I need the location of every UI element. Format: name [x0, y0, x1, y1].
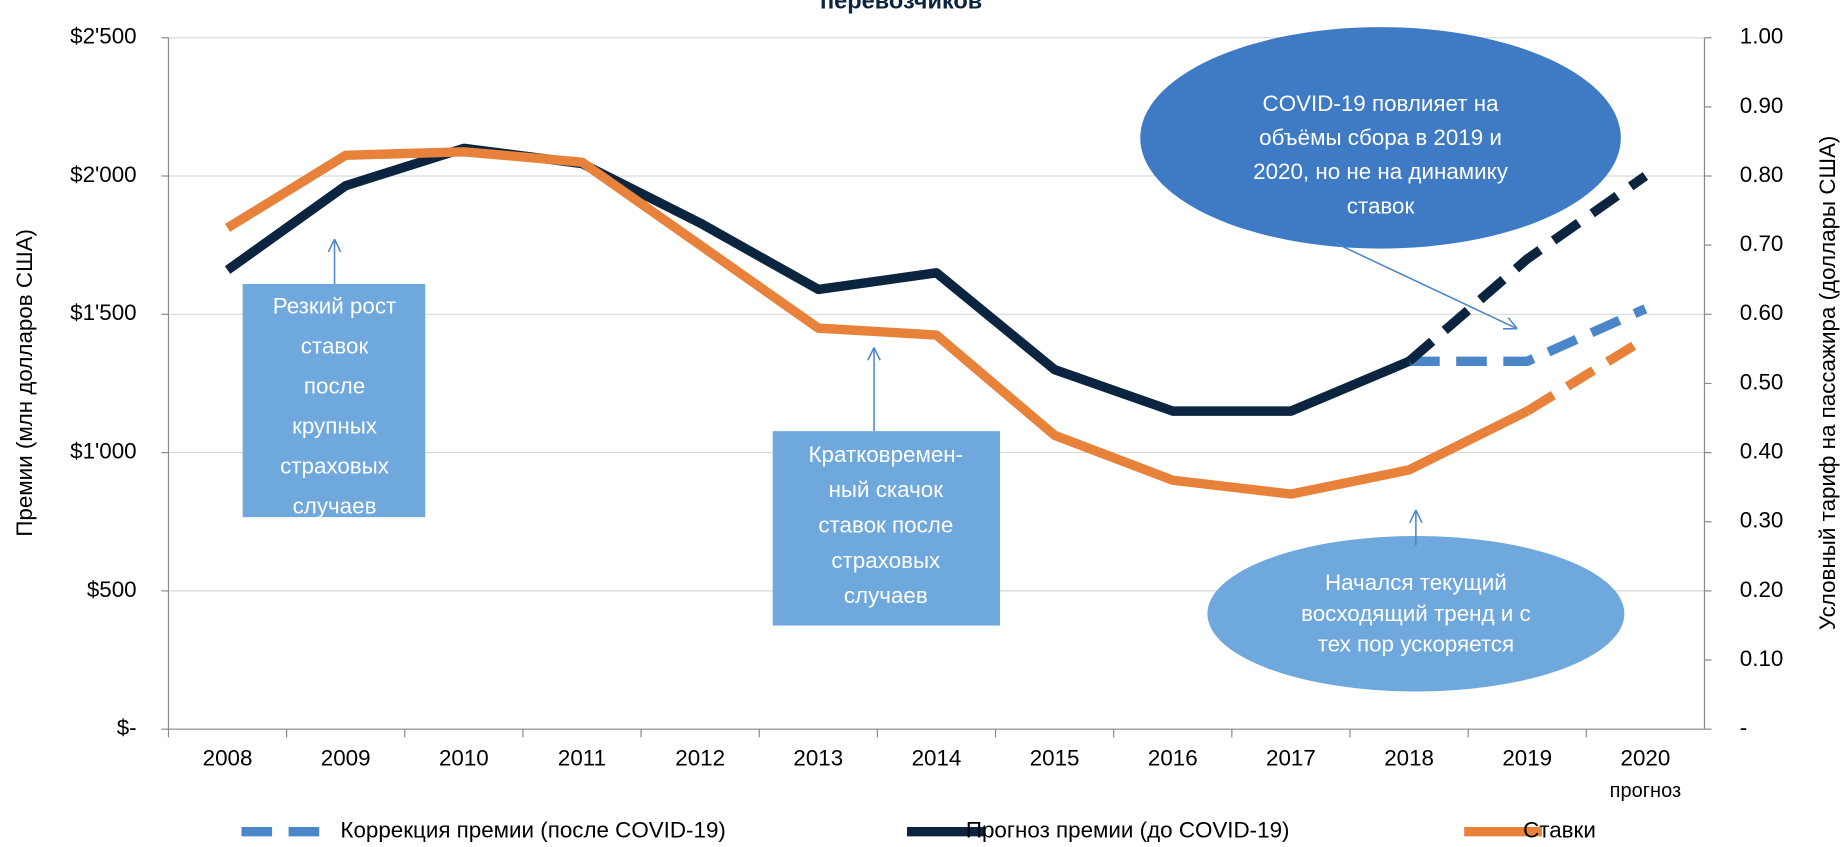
y2-axis-label: Условный тариф на пассажира (доллары США…	[1815, 136, 1840, 630]
annotation-text: COVID-19 повлияет на	[1263, 91, 1500, 116]
x-tick-label: 2016	[1148, 746, 1198, 771]
y2-tick-label: 0.60	[1740, 300, 1784, 325]
y2-tick-label: 0.30	[1740, 508, 1784, 533]
annotation-text: ный скачок	[829, 477, 944, 502]
annotation-text: объёмы сбора в 2019 и	[1259, 125, 1502, 150]
annotation-text: Кратковремен-	[809, 442, 964, 467]
annotation-text: страховых	[280, 454, 389, 479]
x-tick-label: 2010	[439, 746, 489, 771]
x-tick-label: 2013	[793, 746, 843, 771]
y2-tick-label: 0.10	[1740, 646, 1784, 671]
annotation-text: страховых	[831, 548, 940, 573]
annotation-text: после	[304, 373, 365, 398]
annotation-text: восходящий тренд и с	[1301, 601, 1531, 626]
annotation-bubble	[1207, 535, 1625, 692]
arrow-head	[1415, 509, 1423, 524]
x-tick-label: 2020	[1621, 746, 1671, 771]
line	[225, 147, 1530, 499]
arrow-head	[873, 347, 881, 361]
y-tick-label: $-	[117, 715, 137, 740]
x-tick-label: 2012	[675, 746, 725, 771]
legend-label: Прогноз премии (до COVID-19)	[966, 818, 1290, 843]
y-tick-label: $2'500	[70, 24, 137, 49]
annotation-box	[772, 431, 1001, 626]
x-tick-label: 2015	[1030, 746, 1080, 771]
annotation-text: тех пор ускоряется	[1318, 631, 1515, 656]
annotation-text: ставок	[1347, 193, 1415, 218]
x-tick-label: 2019	[1502, 746, 1552, 771]
arrow-head	[1409, 509, 1417, 524]
x-tick-label: 2017	[1266, 746, 1316, 771]
y2-tick-label: 0.50	[1740, 369, 1784, 394]
y-tick-label: $1'000	[70, 439, 137, 464]
x-tick-label: 2009	[321, 746, 371, 771]
annotation-text: ставок	[301, 333, 369, 358]
line-dashed	[1524, 334, 1648, 416]
annotation-text: крупных	[292, 414, 377, 439]
annotation-text: 2020, но не на динамику	[1253, 159, 1509, 184]
x-tick-label: 2014	[912, 746, 962, 771]
y2-tick-label: 0.80	[1740, 162, 1784, 187]
annotation-text: случаев	[293, 494, 377, 519]
arrow-head	[327, 238, 336, 253]
y2-tick-label: 1.00	[1740, 24, 1784, 49]
y2-tick-label: 0.20	[1740, 577, 1784, 602]
x-note: прогноз	[1610, 780, 1682, 802]
legend-label: Ставки	[1523, 818, 1596, 843]
y2-tick-label: 0.40	[1740, 439, 1784, 464]
x-tick-label: 2008	[203, 746, 253, 771]
arrow-head	[867, 347, 875, 361]
line-dashed	[1409, 304, 1648, 367]
annotation-bubble	[1140, 27, 1621, 249]
y-tick-label: $2'000	[70, 162, 137, 187]
y-axis-label: Премии (млн долларов США)	[12, 229, 37, 537]
x-tick-label: 2011	[558, 746, 606, 771]
arrow-head	[333, 238, 342, 253]
y-tick-label: $1'500	[70, 300, 137, 325]
annotation-text: Начался текущий	[1325, 570, 1507, 595]
x-tick-label: 2018	[1384, 746, 1434, 771]
annotation-text: Резкий рост	[273, 293, 396, 318]
y-tick-label: $500	[87, 577, 137, 602]
y2-tick-label: 0.90	[1740, 93, 1784, 118]
annotation-text: случаев	[844, 583, 928, 608]
chart-title: перевозчиков	[820, 0, 982, 14]
annotation-text: ставок после	[818, 512, 953, 537]
arrow-head	[1507, 317, 1518, 330]
annotation-box	[242, 283, 426, 518]
y2-tick-label: -	[1740, 715, 1747, 740]
line	[224, 143, 1411, 416]
y2-tick-label: 0.70	[1740, 231, 1784, 256]
line-dashed	[1405, 172, 1649, 365]
legend-label: Коррекция премии (после COVID-19)	[340, 818, 725, 843]
arrow	[1336, 243, 1518, 330]
